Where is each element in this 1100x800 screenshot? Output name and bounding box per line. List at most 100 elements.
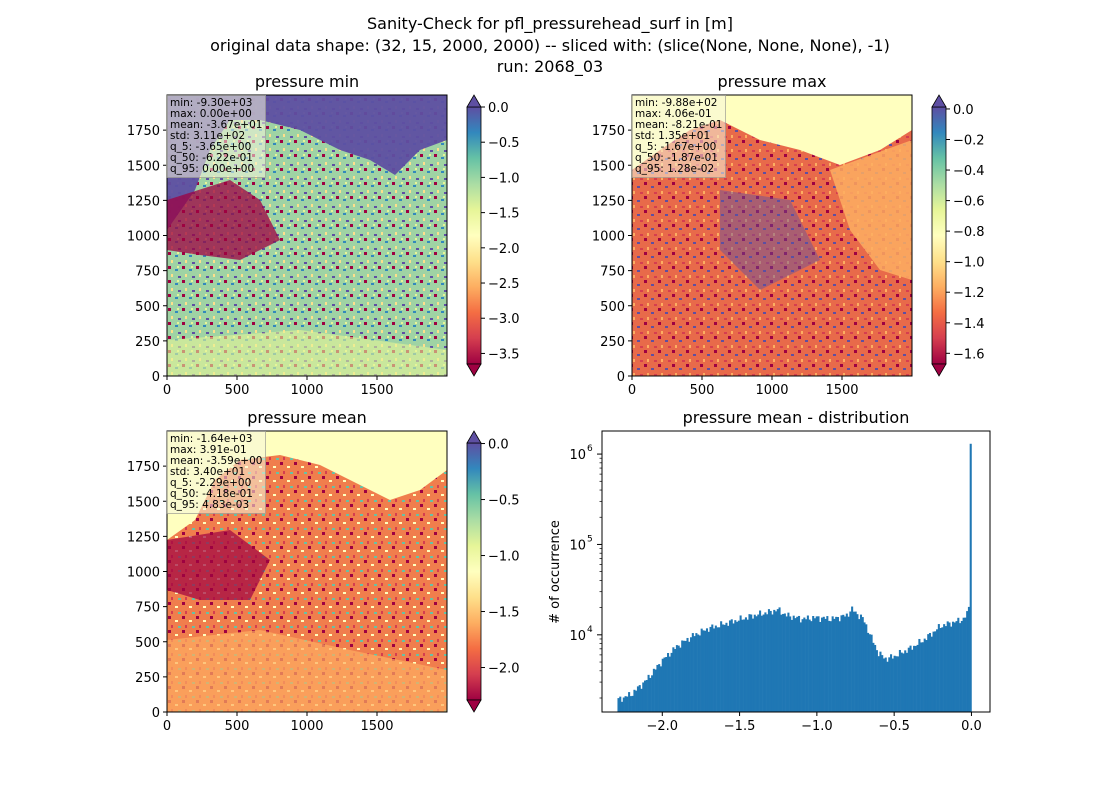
- histogram-bar: [886, 661, 889, 712]
- histogram-bar: [698, 635, 701, 712]
- colorbar-tick-label: −0.5: [488, 136, 520, 151]
- histogram-bar: [656, 664, 659, 712]
- histogram-bar: [690, 637, 693, 712]
- histogram-bar: [953, 622, 956, 712]
- colorbar-tick-label: 0.0: [953, 103, 974, 118]
- histogram-bar: [674, 649, 677, 712]
- histogram-x-tick-label: 0.0: [961, 719, 982, 734]
- histogram-bar: [913, 645, 916, 712]
- heatmap-pressure-max-east-region: [830, 140, 912, 280]
- histogram-bar: [828, 620, 831, 712]
- histogram-y-tick-label: 10: [569, 538, 586, 553]
- histogram-bar: [969, 443, 972, 712]
- histogram-bar: [927, 634, 930, 712]
- colorbar-tick-label: −2.0: [488, 662, 520, 677]
- stats-box-pressure-mean: min: -1.64e+03 max: 3.91e-01 mean: -3.59e+…: [166, 431, 267, 514]
- histogram-bar: [617, 698, 620, 712]
- colorbar-extend-bottom: [466, 363, 482, 377]
- histogram-bar: [831, 616, 834, 712]
- histogram-bar: [759, 610, 762, 712]
- histogram-bar: [898, 649, 901, 712]
- histogram-bar: [659, 666, 663, 712]
- histogram-bar: [819, 621, 822, 712]
- stat-line: std: 3.40e+01: [170, 466, 246, 478]
- histogram-bar: [854, 611, 857, 712]
- histogram-bar: [783, 613, 786, 712]
- histogram-bar: [734, 620, 737, 712]
- histogram-bar: [797, 615, 801, 712]
- histogram-bar: [635, 690, 638, 712]
- histogram-bar: [778, 607, 781, 712]
- histogram-bar: [769, 610, 772, 712]
- histogram-bar: [624, 696, 627, 712]
- x-tick-label: 1000: [290, 383, 323, 398]
- histogram-y-tick-exponent: 6: [587, 444, 593, 454]
- histogram-bar: [921, 642, 924, 712]
- y-tick-label: 1250: [592, 194, 625, 209]
- colorbar-extend-bottom: [931, 363, 947, 377]
- histogram-x-tick-label: −1.0: [801, 719, 833, 734]
- histogram-bar: [780, 614, 783, 712]
- histogram-bar: [888, 657, 891, 712]
- histogram-bar: [714, 625, 717, 712]
- histogram-bar: [852, 611, 855, 712]
- colorbar-extend-top: [466, 430, 482, 444]
- histogram-bar: [879, 651, 882, 712]
- colorbar-tick-label: −1.0: [488, 171, 520, 186]
- histogram-bar: [727, 625, 730, 712]
- histogram-x-tick-label: −0.5: [878, 719, 910, 734]
- histogram-bar: [907, 647, 910, 712]
- histogram-ylabel: # of occurrence: [548, 520, 563, 624]
- stat-line: min: -9.88e+02: [635, 97, 718, 109]
- histogram-bar: [801, 619, 804, 712]
- histogram-bar: [813, 618, 816, 712]
- colorbar-extend-top: [466, 94, 482, 108]
- stat-line: std: 3.11e+02: [170, 130, 246, 142]
- histogram-bar: [736, 621, 739, 712]
- y-tick-label: 500: [135, 636, 160, 651]
- colorbar-extend-top: [931, 94, 947, 108]
- histogram-bar: [817, 616, 820, 712]
- histogram-bar: [858, 619, 861, 712]
- histogram-bar: [835, 616, 838, 712]
- histogram-bar: [716, 627, 719, 712]
- histogram-bar: [764, 612, 767, 712]
- stat-line: q_5: -1.67e+00: [635, 141, 717, 153]
- histogram-bar: [897, 656, 900, 712]
- histogram-bar: [851, 606, 854, 712]
- colorbar-tick-label: −1.2: [953, 286, 985, 301]
- histogram-bar: [884, 657, 887, 712]
- histogram-bar: [626, 696, 629, 712]
- histogram-bar: [645, 679, 648, 712]
- histogram-bar: [810, 621, 813, 712]
- y-tick-label: 500: [600, 300, 625, 315]
- y-tick-label: 250: [135, 671, 160, 686]
- histogram-bar: [684, 640, 687, 712]
- colorbar-tick-label: −2.5: [488, 277, 520, 292]
- histogram-bar: [776, 609, 779, 712]
- histogram-bar: [948, 622, 951, 712]
- x-tick-label: 500: [225, 383, 250, 398]
- histogram-bar: [679, 647, 682, 712]
- histogram-bar: [826, 616, 829, 712]
- histogram-bar: [870, 634, 873, 712]
- histogram-bar: [638, 685, 641, 712]
- histogram-x-tick-label: −1.5: [724, 719, 756, 734]
- histogram-bar: [914, 645, 917, 712]
- histogram-bar: [620, 701, 624, 712]
- histogram-bar: [902, 653, 905, 712]
- histogram-bar: [642, 682, 645, 712]
- histogram-bar: [859, 614, 863, 712]
- colorbar-tick-label: −1.0: [488, 550, 520, 565]
- histogram-bar: [649, 677, 652, 712]
- histogram-bar: [677, 645, 680, 712]
- histogram-bar: [713, 628, 716, 712]
- histogram-bar: [967, 606, 970, 712]
- x-tick-label: 1500: [360, 383, 393, 398]
- heatmap-pressure-min-dry-region: [167, 180, 280, 260]
- histogram-bar: [665, 657, 668, 712]
- histogram-bar: [668, 656, 671, 712]
- histogram-bar: [849, 611, 852, 712]
